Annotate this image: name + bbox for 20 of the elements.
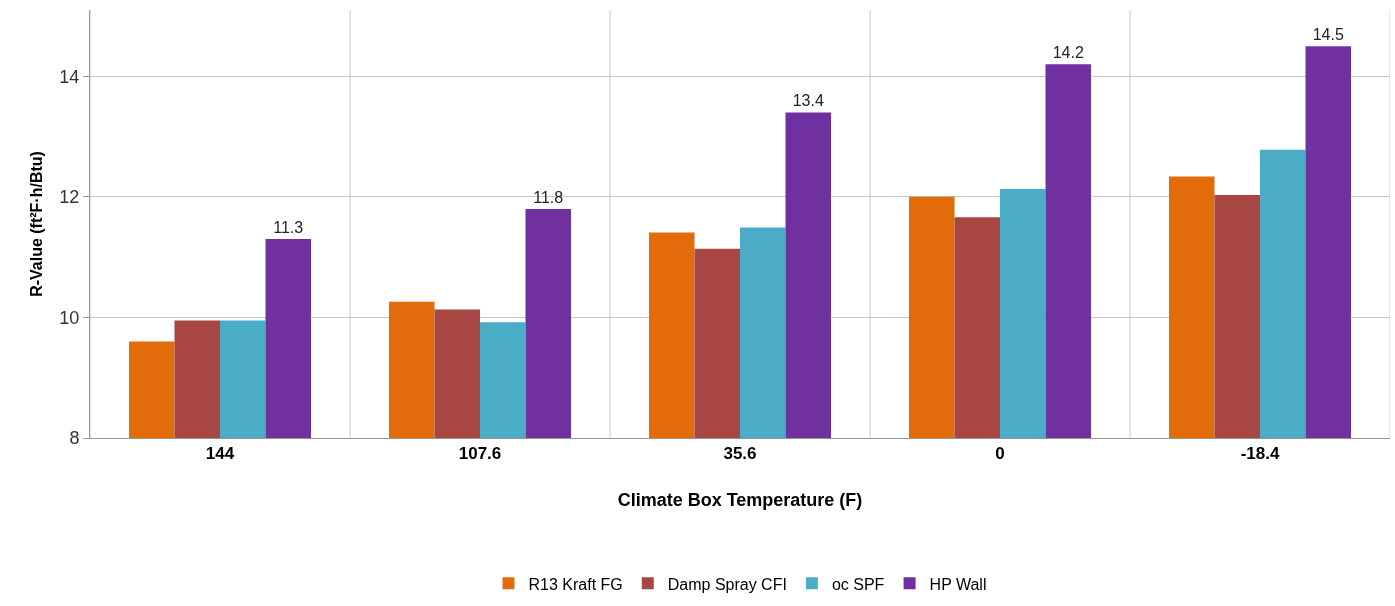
data-label: 13.4 (792, 92, 824, 110)
legend-label: R13 Kraft FG (528, 575, 623, 593)
x-tick-label: 0 (995, 444, 1005, 464)
y-tick-label: 10 (59, 307, 80, 328)
y-tick-label: 8 (69, 428, 80, 449)
data-label: 11.8 (533, 188, 564, 206)
x-axis-title: Climate Box Temperature (F) (617, 489, 863, 510)
y-axis-title: R-Value (ft²F·h/Btu) (28, 151, 46, 297)
y-tick-label: 12 (59, 187, 80, 208)
y-tick-label: 14 (59, 66, 80, 87)
x-tick-label: 35.6 (723, 444, 757, 464)
legend-label: oc SPF (831, 575, 885, 593)
x-tick-label: -18.4 (1240, 444, 1280, 464)
data-label: 11.3 (273, 219, 304, 237)
x-tick-label: 107.6 (458, 444, 502, 464)
legend-label: Damp Spray CFI (667, 575, 787, 593)
x-tick-label: 144 (205, 444, 235, 464)
data-label: 14.2 (1052, 44, 1084, 62)
legend-label: HP Wall (929, 575, 987, 593)
data-label: 14.5 (1312, 26, 1344, 44)
